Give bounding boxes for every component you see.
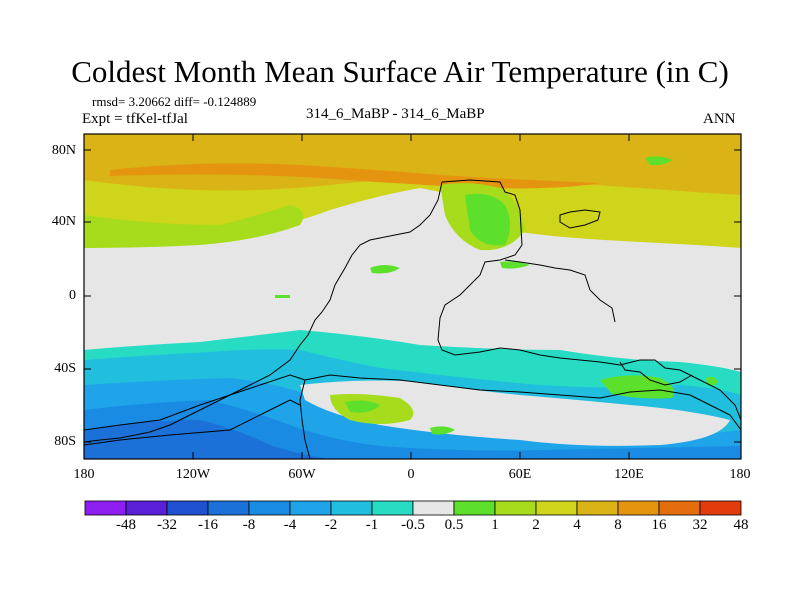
colorbar-label: -1 [365, 517, 379, 533]
field-band-8-16 [84, 134, 741, 195]
colorbar-label: 32 [692, 517, 708, 533]
colorbar-label: 4 [573, 517, 581, 533]
colorbar-swatch [84, 500, 127, 516]
comparison-label: 314_6_MaBP - 314_6_MaBP [306, 106, 485, 122]
coastline-antarctic-rim [304, 374, 741, 459]
field-band-neg8-neg16 [84, 420, 330, 459]
coastline-antarctic-inner [84, 399, 301, 446]
temperature-field [84, 134, 741, 459]
field-patch-green-1 [370, 265, 400, 274]
colorbar-label: -32 [157, 517, 177, 533]
y-tick-80n: 80N [51, 143, 76, 158]
colorbar-swatch [207, 500, 250, 516]
colorbar-label: 1 [491, 517, 499, 533]
colorbar-swatch [535, 500, 578, 516]
colorbar-swatch [125, 500, 168, 516]
x-ticks [192, 134, 630, 459]
y-tick-40n: 40N [51, 214, 76, 229]
coastline-asia-south [504, 259, 616, 323]
field-band-16-32 [110, 163, 600, 189]
field-patch-asia-green [645, 156, 672, 166]
colorbar-swatch [453, 500, 496, 516]
x-tick-60e: 60E [508, 467, 532, 482]
colorbar-label: 8 [614, 517, 622, 533]
field-patch-north-africa-green [465, 193, 510, 246]
field-patch-green-3 [275, 295, 290, 298]
x-tick-120w: 120W [175, 467, 211, 482]
y-tick-40s: 40S [54, 361, 76, 376]
season-label: ANN [703, 111, 736, 127]
field-south-neutral [300, 380, 730, 446]
field-patch-south-green [345, 400, 380, 413]
x-tick-120e: 120E [614, 467, 644, 482]
colorbar-swatch [371, 500, 414, 516]
coastlines [84, 179, 741, 459]
colorbar-label: -4 [283, 517, 297, 533]
x-tick-60w: 60W [288, 467, 316, 482]
field-patch-green-2 [500, 261, 530, 269]
colorbar-label: 0.5 [444, 517, 464, 533]
colorbar-swatch [617, 500, 660, 516]
colorbar-label: -8 [242, 517, 256, 533]
colorbar-swatch [289, 500, 332, 516]
stats-text: rmsd= 3.20662 diff= -0.124889 [92, 94, 257, 109]
field-band-2-4 [84, 205, 304, 248]
coastline-americas [84, 181, 443, 443]
y-tick-0: 0 [69, 288, 76, 303]
colorbar-label: 48 [733, 517, 749, 533]
colorbar-swatch [658, 500, 701, 516]
colorbar-swatch [576, 500, 619, 516]
colorbar-swatch [166, 500, 209, 516]
field-patch-south-green-2 [430, 426, 455, 435]
y-ticks [84, 149, 741, 443]
field-patch-small-green [706, 376, 718, 386]
experiment-label: Expt = tfKel-tfJal [82, 111, 188, 127]
colorbar-label: 2 [532, 517, 540, 533]
colorbar-swatch [494, 500, 537, 516]
colorbar-label: -48 [116, 517, 136, 533]
coastline-northern-island [559, 209, 601, 229]
colorbar-swatch [248, 500, 291, 516]
field-patch-australia-green [600, 375, 675, 399]
coastline-antarctic-west [84, 374, 311, 459]
x-tick-180e: 180 [729, 467, 751, 482]
colorbar-label: -0.5 [401, 517, 425, 533]
colorbar-label: 16 [651, 517, 667, 533]
page-title: Coldest Month Mean Surface Air Temperatu… [71, 54, 729, 89]
x-tick-180w: 180 [73, 467, 95, 482]
colorbar-swatch [412, 500, 455, 516]
y-tick-80s: 80S [54, 434, 76, 449]
x-tick-0: 0 [407, 467, 415, 482]
coastline-africa-eurasia [437, 179, 741, 421]
colorbar-swatch [330, 500, 373, 516]
colorbar-label: -16 [198, 517, 218, 533]
colorbar [84, 500, 742, 516]
colorbar-label: -2 [324, 517, 338, 533]
coastline-australia [619, 361, 693, 386]
colorbar-swatch [699, 500, 742, 516]
